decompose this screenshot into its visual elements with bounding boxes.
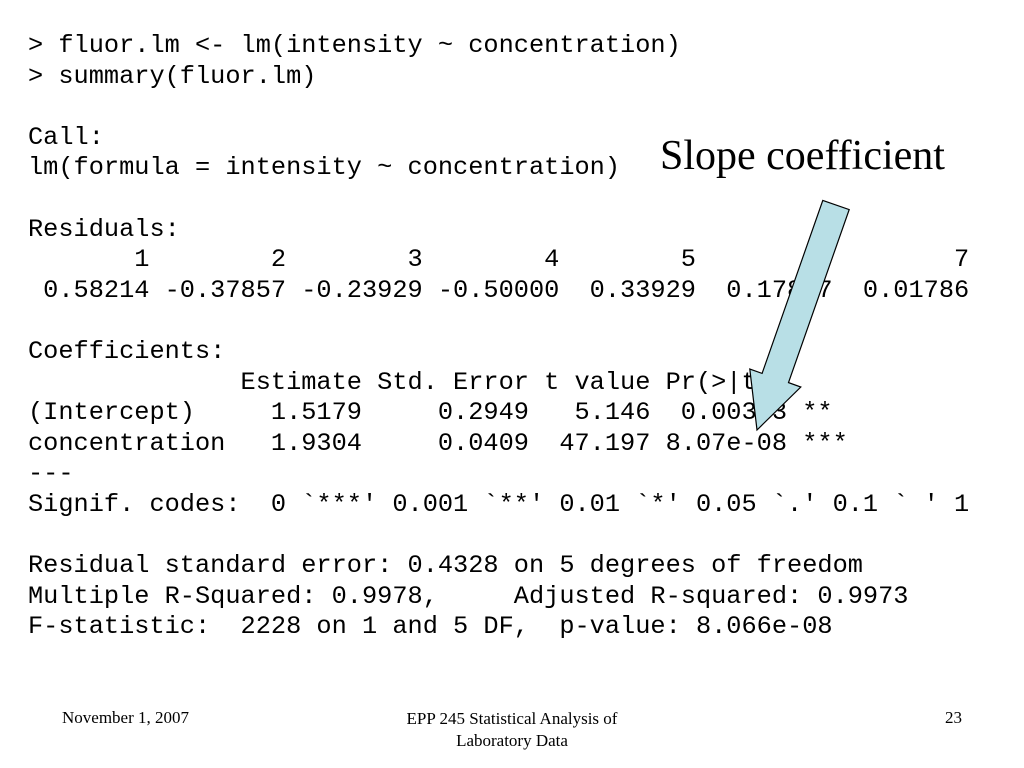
console-line: Residuals: [28, 214, 180, 244]
console-line: lm(formula = intensity ~ concentration) [28, 153, 621, 183]
console-line: --- [28, 459, 74, 489]
arrow [749, 199, 850, 432]
console-line: concentration 1.9304 0.0409 47.197 8.07e… [28, 428, 848, 458]
footer-date: November 1, 2007 [62, 708, 190, 727]
page-number: 23 [945, 708, 962, 727]
console-line: Multiple R-Squared: 0.9978, Adjusted R-s… [28, 581, 909, 611]
annotation: Slope coefficient [660, 133, 945, 179]
console-line: (Intercept) 1.5179 0.2949 5.146 0.00363 … [28, 398, 833, 428]
console-line: Residual standard error: 0.4328 on 5 deg… [28, 551, 863, 581]
footer-line: EPP 245 Statistical Analysis of [406, 709, 618, 728]
footer-course: EPP 245 Statistical Analysis of Laborato… [362, 708, 662, 752]
console-line: > fluor.lm <- lm(intensity ~ concentrati… [28, 31, 681, 60]
console-line: Signif. codes: 0 `***' 0.001 `**' 0.01 `… [28, 490, 970, 519]
console-line: 0.58214 -0.37857 -0.23929 -0.50000 0.339… [28, 275, 970, 305]
console-line: Call: [28, 122, 104, 152]
console-line: F-statistic: 2228 on 1 and 5 DF, p-value… [28, 612, 833, 642]
console-line: > summary(fluor.lm) [28, 61, 317, 91]
footer-line: Laboratory Data [456, 731, 568, 750]
console-line: Coefficients: [28, 337, 226, 366]
